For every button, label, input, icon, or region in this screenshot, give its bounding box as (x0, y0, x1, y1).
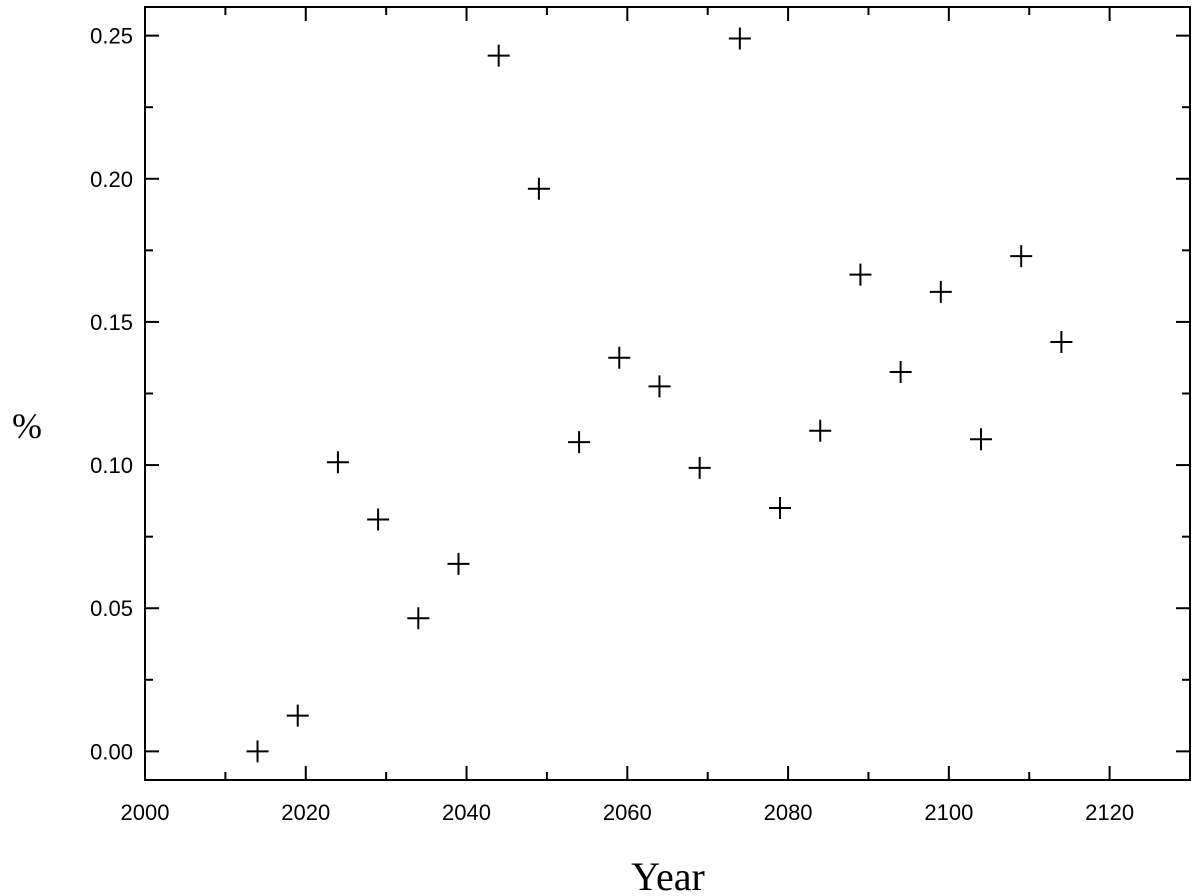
data-point (608, 346, 631, 369)
y-tick-label: 0.10 (90, 453, 133, 478)
x-tick-label: 2020 (281, 800, 330, 825)
data-point (688, 456, 711, 479)
data-points (246, 27, 1073, 763)
data-point (326, 451, 349, 474)
data-point (929, 280, 952, 303)
x-axis-title: Year (631, 854, 705, 896)
data-point (889, 361, 912, 384)
data-point (769, 497, 792, 520)
data-point (648, 375, 671, 398)
y-tick-label: 0.05 (90, 596, 133, 621)
data-point (246, 740, 269, 763)
data-point (367, 508, 390, 531)
plot-frame (144, 6, 1191, 781)
data-point (487, 44, 510, 67)
data-point (527, 177, 550, 200)
data-point (809, 419, 832, 442)
x-tick-label: 2100 (924, 800, 973, 825)
data-point (286, 704, 309, 727)
x-axis: 2000 2020 2040 2060 2080 2100 2120 (121, 7, 1191, 825)
data-point (407, 607, 430, 630)
data-point (568, 431, 591, 454)
data-point (728, 27, 751, 50)
x-tick-label: 2040 (442, 800, 491, 825)
y-tick-label: 0.20 (90, 167, 133, 192)
y-axis-title: % (12, 406, 42, 446)
data-point (447, 552, 470, 575)
y-tick-label: 0.15 (90, 310, 133, 335)
data-point (849, 263, 872, 286)
data-point (1050, 330, 1073, 353)
x-tick-label: 2120 (1085, 800, 1134, 825)
data-point (970, 428, 992, 451)
x-tick-label: 2060 (603, 800, 652, 825)
data-point (1010, 245, 1033, 268)
x-tick-label: 2080 (764, 800, 813, 825)
x-tick-label: 2000 (121, 800, 170, 825)
y-tick-label: 0.25 (90, 24, 133, 49)
y-tick-label: 0.00 (90, 739, 133, 764)
y-axis: 0.00 0.05 0.10 0.15 0.20 0.25 (90, 24, 1190, 764)
